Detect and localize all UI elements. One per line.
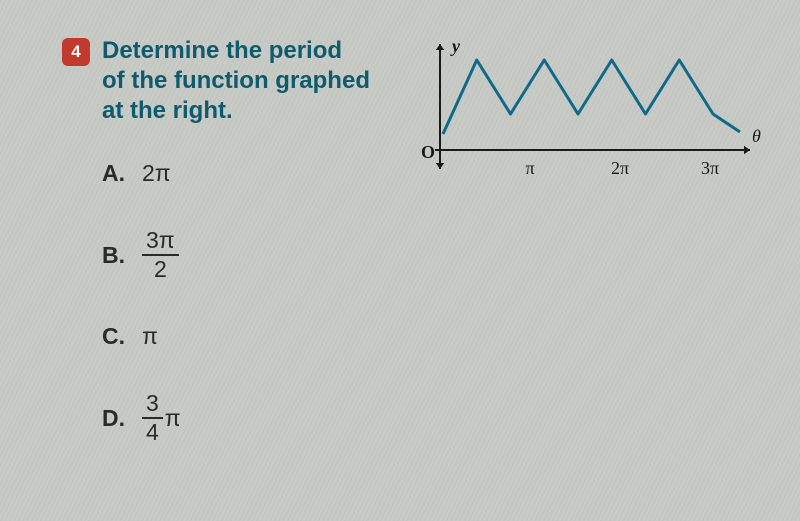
svg-text:3π: 3π	[701, 158, 719, 178]
stem-line-2: of the function graphed	[102, 67, 370, 94]
question-number-badge: 4	[62, 38, 90, 66]
svg-text:y: y	[450, 36, 461, 56]
choice-b[interactable]: B. 3π 2	[102, 229, 800, 281]
choice-b-den: 2	[150, 258, 171, 281]
choice-d-letter: D.	[102, 405, 142, 432]
choice-d[interactable]: D. 3 4 π	[102, 392, 800, 444]
choice-b-letter: B.	[102, 242, 142, 269]
graph-svg: y θ Oπ 2π 3π	[395, 34, 765, 194]
stem-line-3: at the right.	[102, 97, 233, 124]
answer-choices: A. 2π B. 3π 2 C. π D. 3 4 π	[102, 160, 800, 444]
choice-c[interactable]: C. π	[102, 323, 800, 350]
svg-text:θ: θ	[752, 126, 761, 146]
svg-text:2π: 2π	[611, 158, 629, 178]
choice-d-suffix: π	[165, 405, 181, 432]
choice-b-fraction: 3π 2	[142, 229, 179, 281]
choice-c-letter: C.	[102, 323, 142, 350]
choice-c-value: π	[142, 323, 158, 350]
choice-a-letter: A.	[102, 160, 142, 187]
question-stem: Determine the period of the function gra…	[102, 36, 370, 126]
function-graph: y θ Oπ 2π 3π	[395, 34, 765, 194]
svg-text:π: π	[525, 158, 534, 178]
choice-a-value: 2π	[142, 160, 171, 187]
stem-line-1: Determine the period	[102, 37, 342, 64]
svg-text:O: O	[421, 142, 435, 162]
choice-d-num: 3	[142, 392, 163, 415]
choice-d-den: 4	[142, 421, 163, 444]
choice-d-fraction: 3 4	[142, 392, 163, 444]
choice-b-num: 3π	[142, 229, 179, 252]
